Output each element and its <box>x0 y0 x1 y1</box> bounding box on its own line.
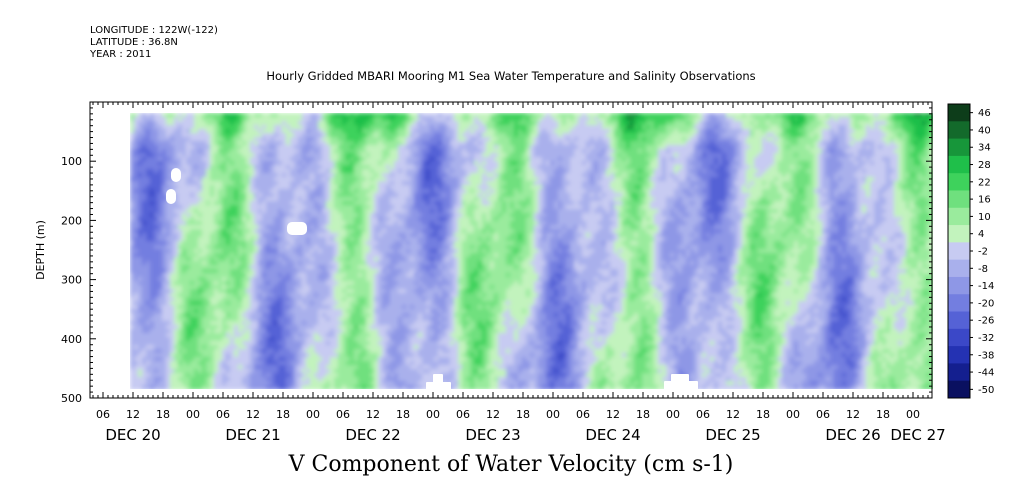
colorbar-label: -2 <box>978 247 988 258</box>
heatmap-field <box>130 113 933 389</box>
x-hour-label: 12 <box>606 408 620 421</box>
colorbar-label: 46 <box>978 108 991 119</box>
x-hour-label: 12 <box>486 408 500 421</box>
colorbar-label: -14 <box>978 281 994 292</box>
y-tick-labels: 100 200 300 400 500 <box>61 155 82 405</box>
colorbar: 46 40 34 28 22 16 10 4 -2 -8 -14 -20 -26 -32 -38 -44 -50 <box>947 103 994 399</box>
longitude-label: LONGITUDE : 122W(-122) <box>90 25 218 36</box>
y-tick-label: 200 <box>61 214 82 227</box>
missing-data-patch <box>166 189 176 204</box>
year-label: YEAR : 2011 <box>90 49 152 60</box>
x-hour-label: 00 <box>186 408 200 421</box>
colorbar-swatch <box>948 276 970 295</box>
colorbar-swatch <box>948 346 970 364</box>
x-hour-label: 18 <box>276 408 290 421</box>
x-hour-label: 18 <box>396 408 410 421</box>
x-hour-label: 12 <box>246 408 260 421</box>
axis-ticks <box>90 101 932 399</box>
chart-title: Hourly Gridded MBARI Mooring M1 Sea Wate… <box>266 69 756 83</box>
colorbar-swatch <box>948 173 970 191</box>
colorbar-label: -20 <box>978 298 994 309</box>
x-day-label: DEC 27 <box>890 426 945 444</box>
colorbar-swatch <box>948 259 970 278</box>
x-hour-label: 00 <box>666 408 680 421</box>
colorbar-swatch <box>948 328 970 347</box>
colorbar-swatch <box>948 190 970 209</box>
x-hour-label: 06 <box>216 408 230 421</box>
colorbar-swatch <box>948 121 970 140</box>
colorbar-swatch <box>948 225 970 243</box>
x-hour-label: 12 <box>366 408 380 421</box>
x-hour-label: 06 <box>336 408 350 421</box>
x-day-label: DEC 24 <box>585 426 640 444</box>
y-axis-label: DEPTH (m) <box>34 220 47 280</box>
x-day-label: DEC 22 <box>345 426 400 444</box>
missing-data-patch <box>664 381 698 390</box>
x-day-label: DEC 26 <box>825 426 880 444</box>
colorbar-swatch <box>948 155 970 174</box>
x-hour-label: 18 <box>756 408 770 421</box>
colorbar-label: 16 <box>978 195 991 206</box>
x-hour-label: 18 <box>156 408 170 421</box>
y-tick-label: 100 <box>61 155 82 168</box>
missing-data-patch <box>287 222 307 235</box>
x-day-label: DEC 25 <box>705 426 760 444</box>
x-hour-label: 06 <box>96 408 110 421</box>
colorbar-label: 10 <box>978 212 991 223</box>
colorbar-swatch <box>948 138 970 157</box>
colorbar-label: -50 <box>978 385 994 396</box>
x-axis-label: V Component of Water Velocity (cm s-1) <box>288 452 734 477</box>
latitude-label: LATITUDE : 36.8N <box>90 37 178 48</box>
y-tick-label: 400 <box>61 333 82 346</box>
colorbar-label: -44 <box>978 368 994 379</box>
x-hour-label: 06 <box>576 408 590 421</box>
x-hour-label: 12 <box>126 408 140 421</box>
x-hour-label: 12 <box>726 408 740 421</box>
x-day-labels: DEC 20 DEC 21 DEC 22 DEC 23 DEC 24 DEC 25 DEC … <box>105 426 945 444</box>
x-hour-label: 06 <box>696 408 710 421</box>
colorbar-label: -32 <box>978 333 994 344</box>
x-hour-labels: 06 12 18 00 06 12 18 00 06 12 18 00 06 12 18 00 06 12 18 00… <box>96 408 920 421</box>
colorbar-label: -38 <box>978 350 994 361</box>
colorbar-label: 34 <box>978 143 991 154</box>
colorbar-swatch <box>948 363 970 382</box>
x-hour-label: 00 <box>306 408 320 421</box>
x-day-label: DEC 20 <box>105 426 160 444</box>
colorbar-swatch <box>948 380 970 399</box>
colorbar-label: -26 <box>978 316 994 327</box>
colorbar-label: 4 <box>978 229 984 240</box>
colorbar-swatch <box>948 311 970 330</box>
colorbar-swatch <box>948 104 970 122</box>
colorbar-label: -8 <box>978 264 988 275</box>
x-hour-label: 00 <box>546 408 560 421</box>
x-hour-label: 18 <box>876 408 890 421</box>
x-day-label: DEC 21 <box>225 426 280 444</box>
colorbar-label: 40 <box>978 125 991 136</box>
x-hour-label: 00 <box>426 408 440 421</box>
colorbar-swatch <box>948 294 970 313</box>
y-tick-label: 500 <box>61 392 82 405</box>
colorbar-swatch <box>948 207 970 226</box>
x-hour-label: 00 <box>786 408 800 421</box>
missing-data-patch <box>426 382 451 390</box>
x-hour-label: 18 <box>636 408 650 421</box>
x-hour-label: 18 <box>516 408 530 421</box>
x-hour-label: 00 <box>906 408 920 421</box>
missing-data-patches <box>166 168 698 390</box>
y-tick-label: 300 <box>61 274 82 287</box>
colorbar-swatch <box>948 242 970 261</box>
missing-data-patch <box>171 168 181 182</box>
colorbar-label: 22 <box>978 177 991 188</box>
x-hour-label: 12 <box>846 408 860 421</box>
colorbar-label: 28 <box>978 160 991 171</box>
x-hour-label: 06 <box>456 408 470 421</box>
x-day-label: DEC 23 <box>465 426 520 444</box>
x-hour-label: 06 <box>816 408 830 421</box>
